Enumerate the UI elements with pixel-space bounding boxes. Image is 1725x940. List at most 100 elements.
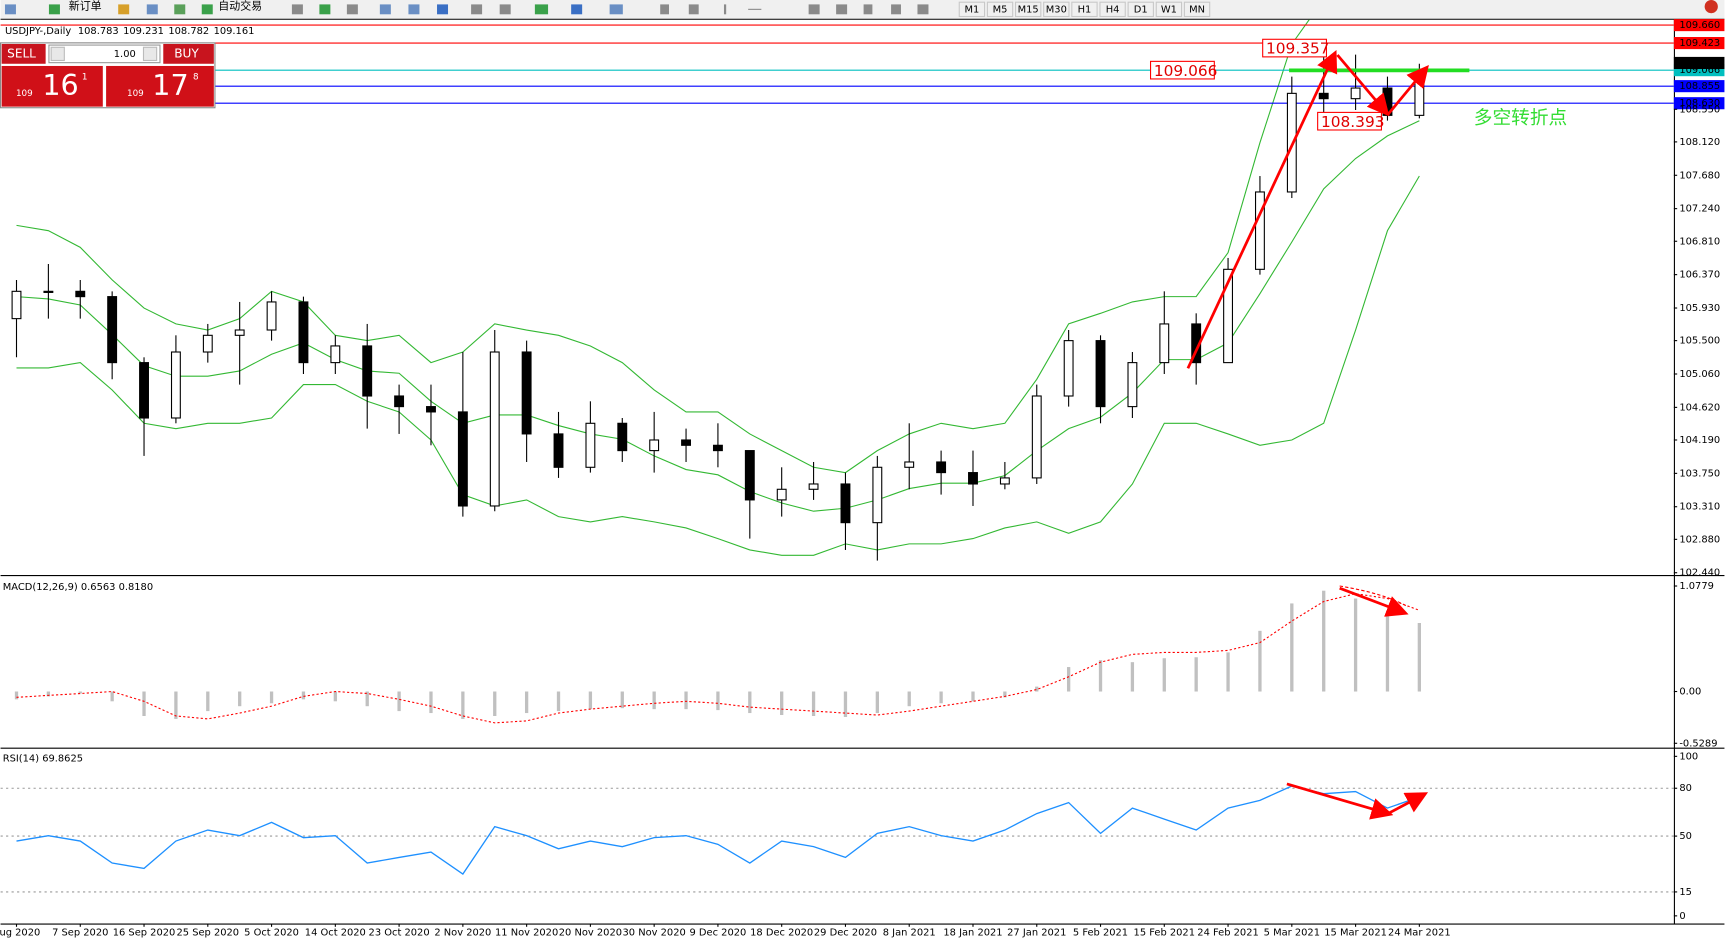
sell-label[interactable]: SELL <box>7 46 36 60</box>
macd-bar <box>46 691 51 697</box>
y-tick-label: 105.060 <box>1679 369 1720 380</box>
macd-bar <box>333 691 337 702</box>
timeframe-bar: M1 M5 M15 M30 H1 H4 D1 W1 MN <box>958 1 1211 18</box>
candle-body <box>872 466 883 524</box>
macd-bar <box>269 691 274 704</box>
price-annotation: 109.357 <box>1266 40 1330 58</box>
bid-pips: 16 <box>42 68 78 102</box>
x-tick-label: 24 Feb 2021 <box>1197 927 1258 938</box>
x-tick-label: 23 Oct 2020 <box>369 927 430 938</box>
price-annotation-box <box>1262 38 1328 58</box>
candle-body <box>1350 87 1361 100</box>
candle-body <box>936 461 947 474</box>
candle-body <box>776 488 787 501</box>
chart-header: USDJPY-,Daily 108.783 109.231 108.782 109.16… <box>5 26 254 37</box>
sell-button[interactable] <box>1 43 46 64</box>
ask-big-figure: 109 <box>127 89 144 99</box>
y-tick-label: -0.5289 <box>1679 738 1717 749</box>
timeframe-label[interactable]: M1 <box>964 4 979 15</box>
timeframe-button[interactable] <box>1043 1 1070 18</box>
arrow-rebound <box>1386 65 1429 116</box>
timeframe-label[interactable]: MN <box>1189 4 1205 15</box>
timeframe-label[interactable]: M15 <box>1018 4 1039 15</box>
candle-body <box>1318 92 1329 100</box>
timeframe-button[interactable] <box>1071 1 1098 18</box>
candle-body <box>1414 76 1425 116</box>
timeframe-label[interactable]: W1 <box>1161 4 1177 15</box>
auto-trading-button[interactable]: 自动交易 <box>218 0 262 13</box>
candle-body <box>139 362 149 419</box>
candle-body <box>202 334 213 353</box>
macd-bar <box>1290 603 1294 692</box>
rsi-label: RSI(14) 69.8625 <box>3 754 83 765</box>
level-label: 108.630 <box>1679 98 1720 109</box>
rsi-plot <box>0 785 1674 893</box>
timeframe-label[interactable]: H1 <box>1078 4 1092 15</box>
candle-body <box>75 290 86 298</box>
toolbar-icons <box>4 0 1718 15</box>
timeframe-label[interactable]: M5 <box>993 4 1008 15</box>
volume-input[interactable] <box>48 44 161 64</box>
y-tick-label: 108.120 <box>1679 137 1720 148</box>
timeframe-button[interactable] <box>1099 1 1126 18</box>
level-tag <box>1673 80 1725 93</box>
macd-bar <box>811 691 816 716</box>
timeframe-button[interactable] <box>958 1 986 18</box>
volume-down[interactable] <box>50 46 65 62</box>
open-value: 108.783 <box>78 26 119 37</box>
candle-body <box>457 411 468 507</box>
y-tick-label: 15 <box>1679 887 1692 898</box>
macd-bar <box>1162 658 1166 692</box>
volume-up[interactable] <box>142 46 158 62</box>
macd-bar <box>588 691 593 710</box>
price-annotation: 108.393 <box>1321 113 1385 131</box>
timeframe-button[interactable] <box>1127 1 1154 18</box>
toolbar <box>0 0 1725 19</box>
x-tick-label: 15 Mar 2021 <box>1324 927 1387 938</box>
macd-bar <box>684 691 688 710</box>
macd-bar <box>748 691 752 714</box>
candle-body <box>330 345 341 364</box>
candle-body <box>107 296 118 364</box>
timeframe-button[interactable] <box>1183 1 1211 18</box>
bollinger-band <box>16 175 1420 556</box>
macd-bar <box>971 691 975 702</box>
candle-body <box>968 472 978 485</box>
macd-bar <box>1353 598 1358 692</box>
x-tick-label: 30 Nov 2020 <box>623 927 686 938</box>
candle-body <box>1159 323 1170 364</box>
candle-body <box>234 329 245 336</box>
candle-body <box>521 351 532 435</box>
timeframe-label[interactable]: M30 <box>1046 4 1067 15</box>
candle-body <box>1031 395 1042 479</box>
y-tick-label: 102.440 <box>1679 568 1720 579</box>
x-tick-label: 15 Feb 2021 <box>1134 927 1195 938</box>
timeframe-button[interactable] <box>1155 1 1183 18</box>
y-tick-label: 105.500 <box>1679 336 1720 347</box>
ask-box[interactable] <box>106 65 214 107</box>
buy-label[interactable]: BUY <box>174 46 199 60</box>
note-text: 多空转折点 <box>1474 108 1567 129</box>
macd-bar <box>238 691 242 707</box>
buy-button[interactable] <box>163 43 214 64</box>
timeframe-button[interactable] <box>1014 1 1042 18</box>
candle-body <box>394 395 405 408</box>
bid-box[interactable] <box>1 65 103 107</box>
x-tick-label: 2 Nov 2020 <box>434 927 491 938</box>
macd-bar <box>1385 613 1390 692</box>
y-tick-label: 107.680 <box>1679 170 1720 181</box>
macd-dashed <box>1339 585 1409 608</box>
candle-body <box>266 301 277 331</box>
macd-bar <box>556 691 561 712</box>
bollinger-band <box>16 120 1420 512</box>
macd-bar <box>1130 662 1135 692</box>
candle-body <box>808 483 819 490</box>
timeframe-label[interactable]: D1 <box>1134 4 1148 15</box>
bid-big-figure: 109 <box>16 89 33 99</box>
timeframe-label[interactable]: H4 <box>1106 4 1120 15</box>
timeframe-button[interactable] <box>986 1 1014 18</box>
volume-value[interactable]: 1.00 <box>114 49 136 60</box>
new-order-button[interactable]: 新订单 <box>69 0 102 13</box>
